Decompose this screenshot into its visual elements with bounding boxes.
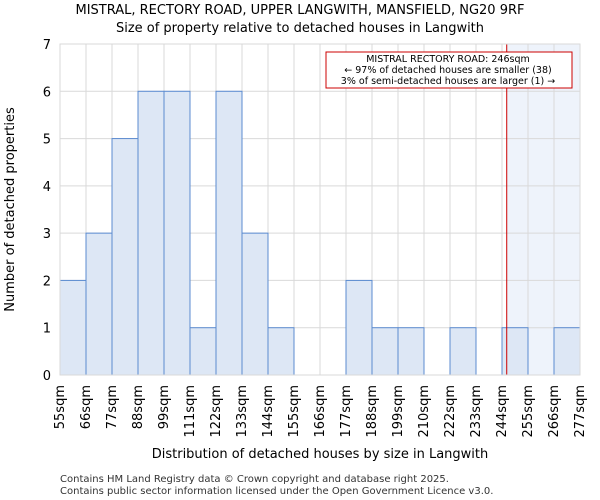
x-tick-label: 199sqm: [391, 385, 406, 438]
y-axis-label: Number of detached properties: [3, 107, 18, 312]
annotation-line-smaller: ← 97% of detached houses are smaller (38…: [344, 65, 551, 76]
y-tick-label: 3: [43, 227, 51, 242]
x-tick-label: 144sqm: [261, 385, 276, 438]
bar: [345, 279, 373, 376]
x-axis-ticks: 55sqm 66sqm 77sqm 88sqm 99sqm 111sqm 122sqm 133…: [53, 385, 588, 438]
x-tick-label: 166sqm: [313, 385, 328, 438]
x-tick-label: 55sqm: [53, 385, 68, 429]
footer-line-1: Contains HM Land Registry data © Crown c…: [60, 474, 449, 485]
x-tick-label: 99sqm: [157, 385, 172, 429]
bars: [59, 90, 581, 376]
x-tick-label: 66sqm: [79, 385, 94, 429]
x-tick-label: 277sqm: [573, 385, 588, 438]
plot-area: [59, 43, 581, 376]
x-tick-label: 133sqm: [235, 385, 250, 438]
highlight-shade: [506, 44, 580, 375]
x-tick-label: 155sqm: [287, 385, 302, 438]
x-tick-label: 111sqm: [183, 385, 198, 438]
x-tick-label: 222sqm: [443, 385, 458, 438]
y-tick-label: 2: [43, 274, 51, 289]
bar: [189, 327, 217, 376]
bar: [215, 90, 243, 376]
y-tick-label: 4: [43, 180, 51, 195]
annotation-line-larger: 3% of semi-detached houses are larger (1…: [341, 76, 555, 87]
x-tick-label: 77sqm: [105, 385, 120, 429]
x-tick-label: 122sqm: [209, 385, 224, 438]
bar: [267, 327, 295, 376]
y-tick-label: 1: [43, 322, 51, 337]
x-tick-label: 233sqm: [469, 385, 484, 438]
chart-subtitle: Size of property relative to detached ho…: [116, 21, 484, 36]
bar: [449, 327, 477, 376]
annotation-frame: [325, 51, 573, 89]
y-tick-label: 5: [43, 133, 51, 148]
y-axis-ticks: 0 1 2 3 4 5 6 7: [43, 38, 51, 384]
annotation-box: MISTRAL RECTORY ROAD: 246sqm ← 97% of de…: [325, 51, 573, 89]
footer-line-2: Contains public sector information licen…: [60, 486, 493, 497]
y-tick-label: 6: [43, 85, 51, 100]
chart-title: MISTRAL, RECTORY ROAD, UPPER LANGWITH, M…: [76, 3, 525, 18]
x-tick-label: 266sqm: [547, 385, 562, 438]
bar: [397, 327, 425, 376]
plot-frame: [59, 43, 581, 376]
bar: [371, 327, 399, 376]
bar: [241, 232, 269, 376]
bar: [553, 327, 581, 376]
bar: [85, 232, 113, 376]
x-axis-label: Distribution of detached houses by size …: [152, 447, 489, 462]
x-tick-label: 255sqm: [521, 385, 536, 438]
x-tick-label: 188sqm: [365, 385, 380, 438]
bar: [163, 90, 191, 376]
bar: [501, 327, 529, 376]
x-tick-label: 88sqm: [131, 385, 146, 429]
bar: [59, 279, 87, 376]
y-tick-label: 0: [43, 369, 51, 384]
x-tick-label: 177sqm: [339, 385, 354, 438]
x-tick-label: 244sqm: [495, 385, 510, 438]
y-tick-label: 7: [43, 38, 51, 53]
annotation-line-property: MISTRAL RECTORY ROAD: 246sqm: [366, 54, 530, 65]
bar: [111, 138, 139, 376]
x-tick-label: 210sqm: [417, 385, 432, 438]
bar: [137, 90, 165, 376]
